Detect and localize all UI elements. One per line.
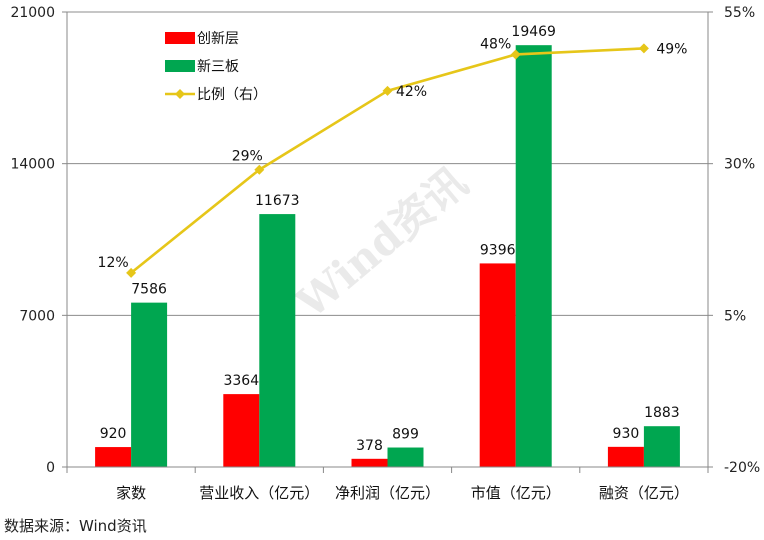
bar-value-label: 378 <box>356 438 383 454</box>
axes: 0 7000 14000 21000 -20% 5% 30% 55% 家数 营业收入（亿元） 净利润… <box>10 5 760 502</box>
y2-tick-label: 5% <box>724 308 746 324</box>
legend-marker <box>175 89 185 99</box>
x-tick-label: 净利润（亿元） <box>335 484 440 502</box>
bar-neeq <box>131 302 168 467</box>
bars <box>95 45 680 468</box>
bar-neeq <box>387 447 424 467</box>
gridlines <box>67 11 708 316</box>
ratio-point <box>126 267 137 278</box>
ratio-line <box>126 43 649 278</box>
bar-neeq <box>643 426 680 467</box>
bar-neeq <box>259 214 296 467</box>
data-labels: 920 3364 378 9396 930 7586 11673 899 19469 1883 12… <box>98 24 688 454</box>
y2-tick-label: -20% <box>724 460 760 476</box>
bar-neeq <box>515 45 552 468</box>
bar-value-label: 1883 <box>644 405 680 421</box>
y-tick-label: 0 <box>46 460 55 476</box>
bar-value-label: 19469 <box>511 24 556 40</box>
bar-innovation <box>607 446 644 467</box>
bar-innovation <box>479 263 516 467</box>
bar-value-label: 920 <box>100 426 127 442</box>
bar-innovation <box>95 447 132 467</box>
x-tick-label: 家数 <box>116 484 146 502</box>
legend-swatch <box>165 60 195 72</box>
y2-tick-label: 55% <box>724 5 755 21</box>
bar-value-label: 9396 <box>480 242 516 258</box>
ratio-label: 48% <box>480 36 511 52</box>
bar-innovation <box>351 458 388 467</box>
ratio-label: 49% <box>656 41 687 57</box>
ratio-label: 42% <box>396 84 427 100</box>
source-note: 数据来源：Wind资讯 <box>4 517 147 535</box>
y2-tick-label: 30% <box>724 157 755 173</box>
ratio-point <box>510 49 521 60</box>
ratio-point <box>382 85 393 96</box>
y-tick-label: 14000 <box>10 157 55 173</box>
bar-innovation <box>223 394 260 467</box>
ratio-point <box>638 43 649 54</box>
x-tick-label: 营业收入（亿元） <box>199 484 319 502</box>
watermark: Wind资讯 <box>286 158 476 329</box>
y-tick-label: 21000 <box>10 5 55 21</box>
legend-label: 比例（右） <box>197 87 267 103</box>
ratio-label: 29% <box>232 149 263 165</box>
ratio-label: 12% <box>98 255 129 271</box>
bar-value-label: 7586 <box>131 282 167 298</box>
bar-value-label: 899 <box>392 427 419 443</box>
ratio-point <box>254 164 265 175</box>
bar-value-label: 3364 <box>223 373 259 389</box>
bar-value-label: 11673 <box>255 193 300 209</box>
legend-label: 新三板 <box>197 59 239 75</box>
x-tick-label: 市值（亿元） <box>471 484 561 502</box>
bar-value-label: 930 <box>613 426 640 442</box>
legend-label: 创新层 <box>197 31 239 47</box>
x-tick-label: 融资（亿元） <box>599 484 689 502</box>
y-tick-label: 7000 <box>19 308 55 324</box>
legend-swatch <box>165 32 195 44</box>
